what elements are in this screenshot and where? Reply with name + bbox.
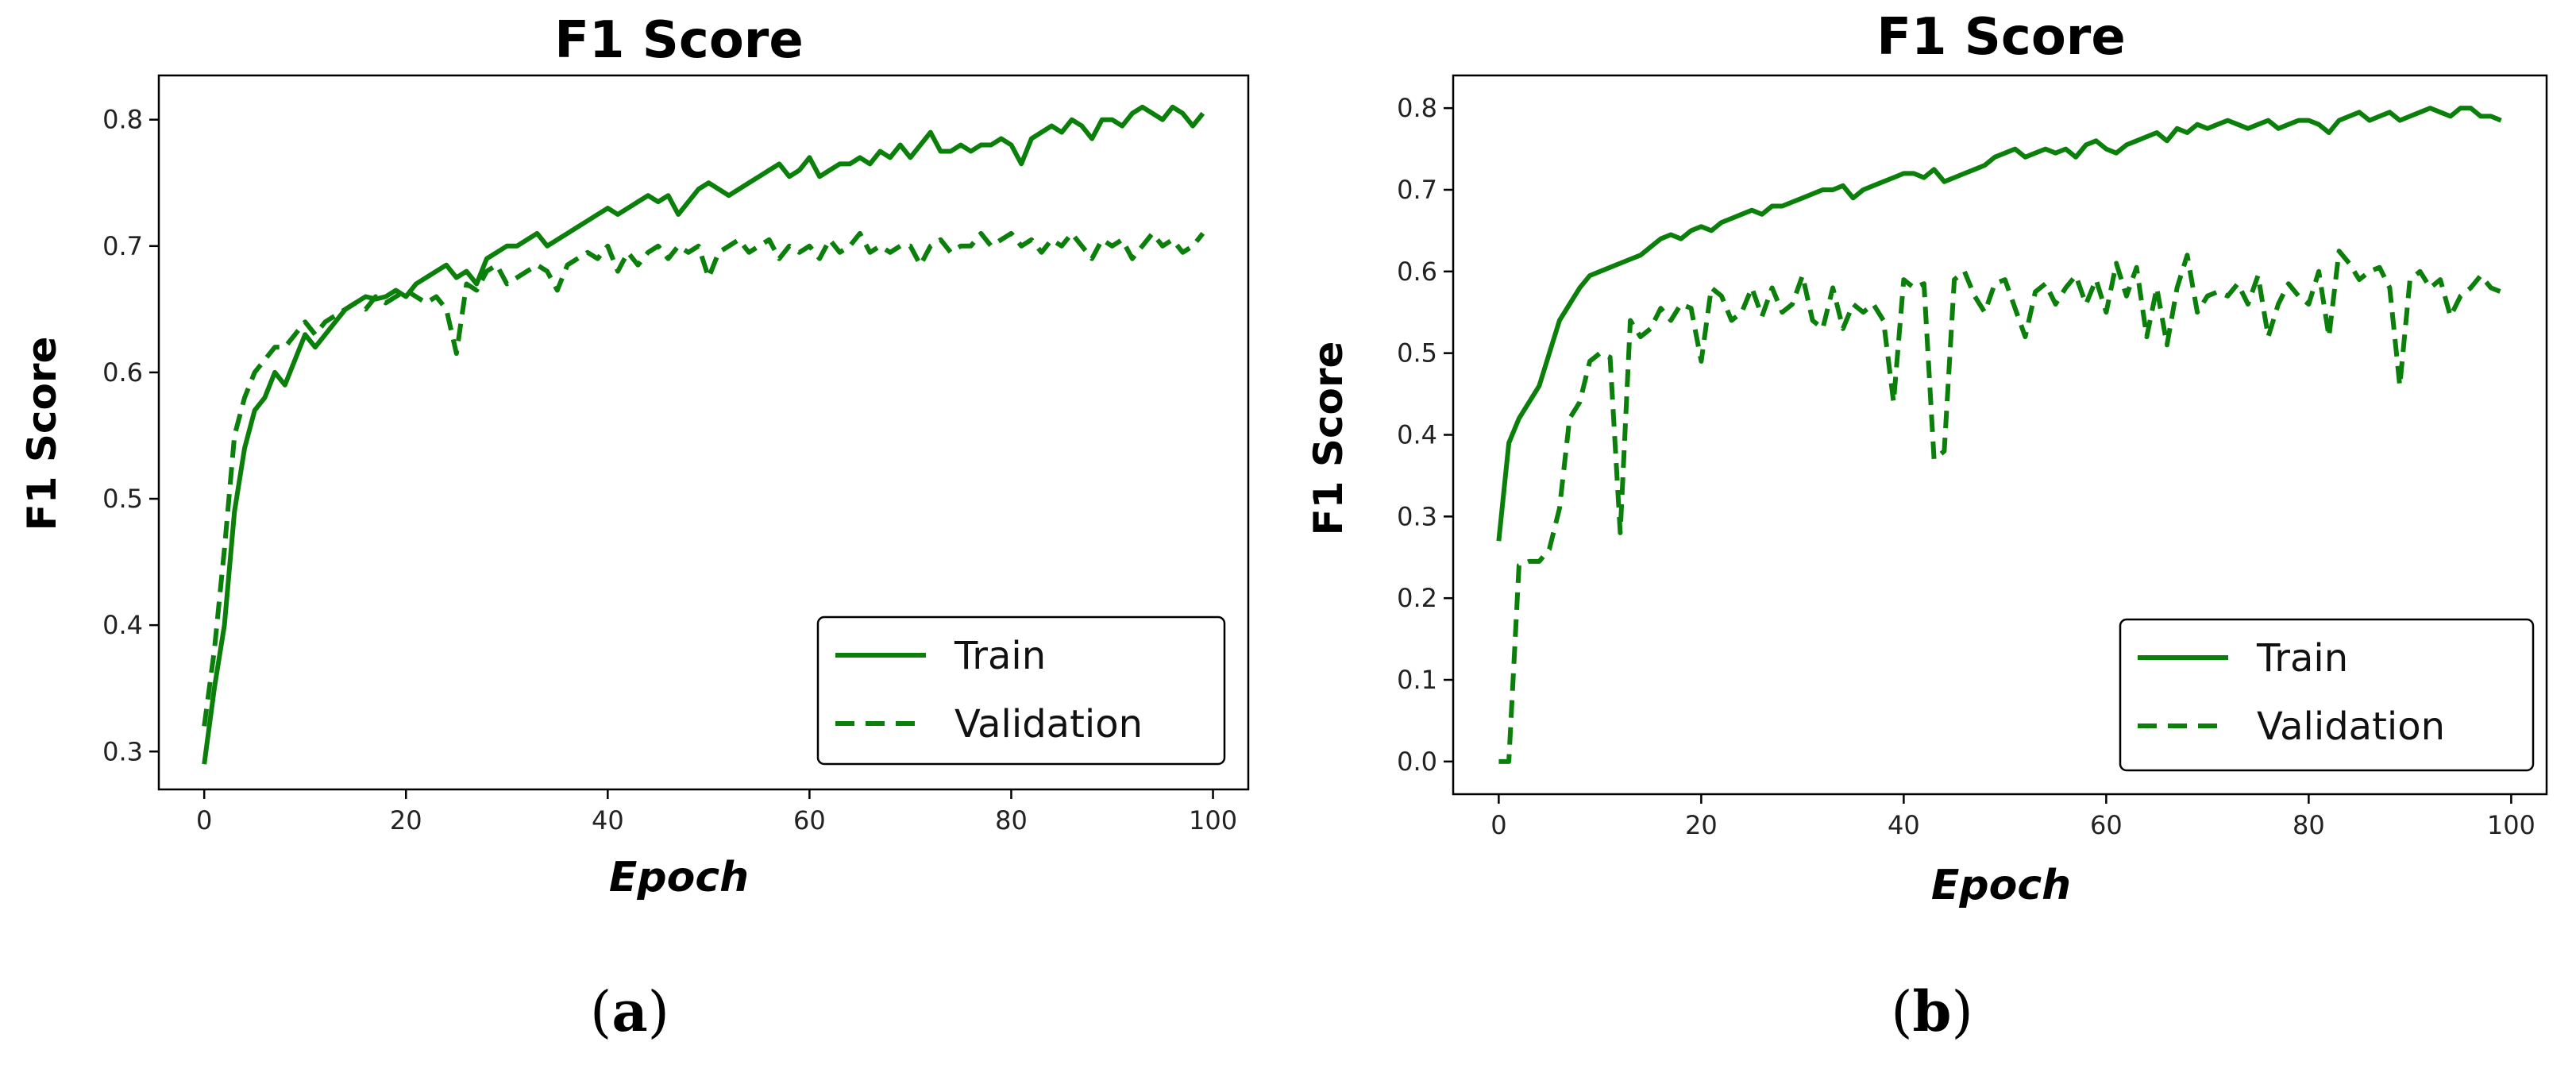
legend-label-train: Train [2256,636,2348,681]
y-tick-label: 0.1 [1397,665,1437,695]
x-tick-label: 80 [2293,810,2325,840]
x-tick-label: 0 [196,805,212,835]
plot-frame-a [157,74,1250,791]
chart-a-axes: 0 20 40 60 80 100 0.3 0.4 0.5 0.6 0.7 0.8 Train Valid… [102,74,1250,835]
y-tick-label: 0.8 [1397,93,1437,123]
x-tick-label: 60 [2090,810,2123,840]
chart-b-title: F1 Score [1876,8,2126,67]
series-line-train [1496,106,2502,542]
y-tick-label: 0.5 [102,484,143,514]
y-tick-label: 0.7 [1397,175,1437,205]
panel-a: F1 Score F1 Score Epoch 0 20 40 60 80 1000.30… [19,11,1250,1044]
y-tick-label: 0.2 [1397,583,1437,613]
y-tick-label: 0.4 [102,610,143,640]
chart-a-ylabel: F1 Score [19,337,65,531]
legend-label-train: Train [954,634,1046,678]
y-tick-label: 0.5 [1397,338,1437,369]
x-tick-label: 40 [1888,810,1920,840]
series-line-validation [1498,249,2502,764]
panel-a-label: (a) [590,978,669,1044]
y-tick-label: 0.6 [102,357,143,388]
y-tick-label: 0.3 [102,736,143,766]
chart-b-ylabel: F1 Score [1305,341,1352,536]
chart-b-xlabel: Epoch [1931,862,2071,909]
y-tick-label: 0.6 [1397,257,1437,287]
chart-a-title: F1 Score [554,11,804,70]
y-tick-label: 0.7 [102,231,143,261]
y-tick-label: 0.8 [102,105,143,135]
x-tick-label: 20 [390,805,422,835]
panel-b: F1 Score F1 Score Epoch 0 20 40 60 80 1000.00… [1305,8,2548,1044]
x-tick-label: 0 [1490,810,1506,840]
x-tick-label: 80 [995,805,1028,835]
series-line-validation [202,230,1205,727]
chart-b-axes: 0 20 40 60 80 100 0.0 0.1 0.2 0.3 0.4 0.5 0.6 0.7 0.8 T… [1397,74,2548,840]
y-tick-label: 0.4 [1397,420,1437,450]
series-line-train [202,104,1205,765]
y-tick-label: 0.3 [1397,501,1437,531]
x-tick-label: 100 [2487,810,2536,840]
x-tick-label: 60 [793,805,826,835]
y-tick-label: 0.0 [1397,747,1437,777]
x-tick-label: 20 [1685,810,1718,840]
legend-label-validation: Validation [954,702,1143,747]
panel-b-label: (b) [1891,978,1973,1044]
x-tick-label: 100 [1189,805,1237,835]
legend-label-validation: Validation [2257,704,2445,749]
x-tick-label: 40 [592,805,624,835]
chart-a-xlabel: Epoch [609,854,749,901]
